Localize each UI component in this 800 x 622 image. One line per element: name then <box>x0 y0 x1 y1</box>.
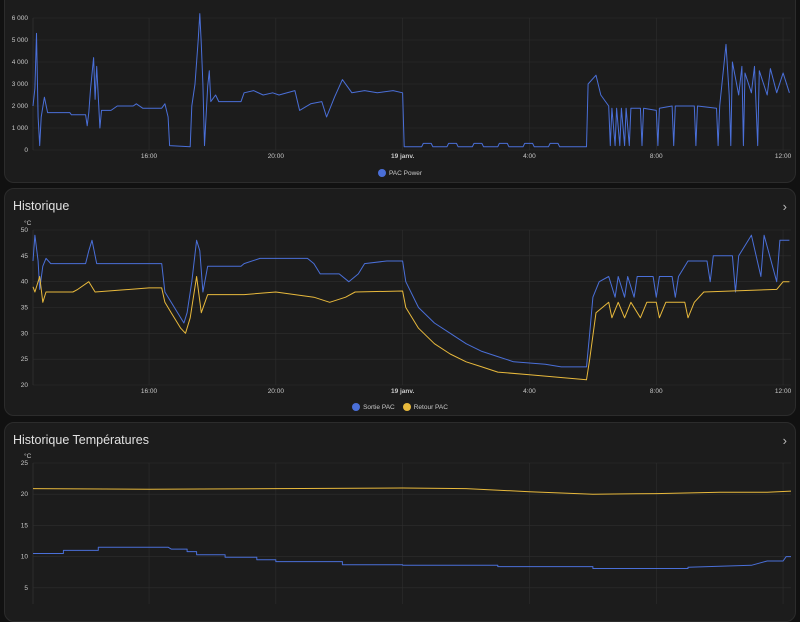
legend-historique: Sortie PAC Retour PAC <box>0 403 800 411</box>
legend-item-sortie-pac[interactable]: Sortie PAC <box>352 403 395 411</box>
legend-dot <box>402 403 411 411</box>
legend-label: PAC Power <box>388 169 423 177</box>
card-title: Historique Températures <box>13 433 149 447</box>
legend-label: Retour PAC <box>413 403 448 411</box>
legend-item-pac-power[interactable]: PAC Power <box>377 169 423 177</box>
legend-item-retour-pac[interactable]: Retour PAC <box>402 403 448 411</box>
legend-dot <box>377 169 386 177</box>
legend-dot <box>352 403 361 411</box>
pac-power-card <box>4 0 796 183</box>
historique-temperatures-card: Historique Températures › <box>4 422 796 622</box>
legend-label: Sortie PAC <box>363 403 395 411</box>
legend-pac-power: PAC Power <box>0 169 800 177</box>
historique-card: Historique › <box>4 188 796 416</box>
chevron-right-icon[interactable]: › <box>782 199 787 214</box>
card-title: Historique <box>13 199 70 213</box>
chevron-right-icon[interactable]: › <box>782 433 787 448</box>
